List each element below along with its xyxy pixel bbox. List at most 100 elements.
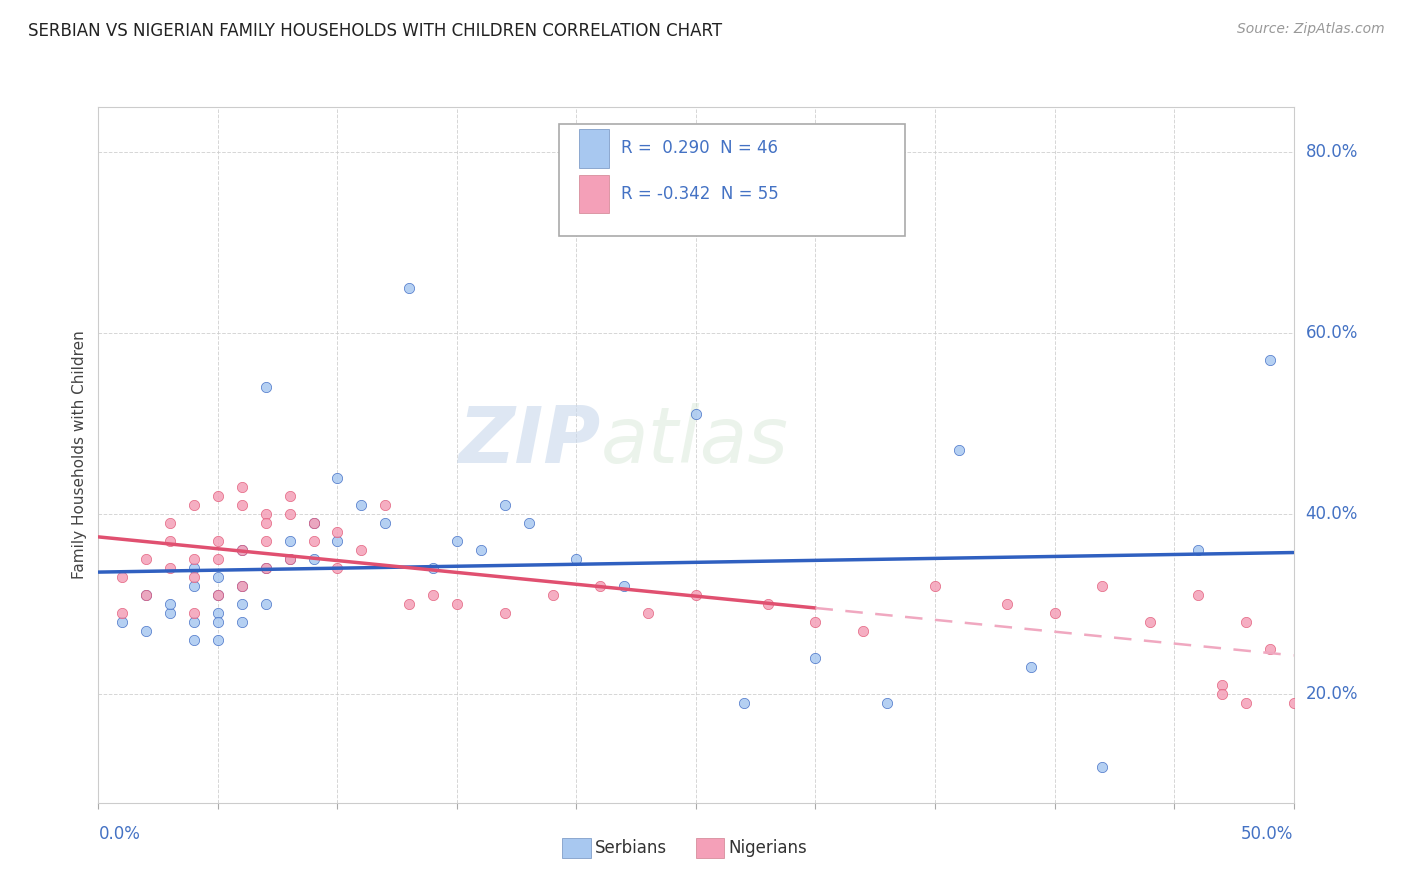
Point	[613, 579, 636, 593]
Point	[183, 615, 205, 629]
Point	[278, 533, 301, 548]
Point	[183, 498, 205, 512]
Point	[231, 542, 253, 557]
Text: SERBIAN VS NIGERIAN FAMILY HOUSEHOLDS WITH CHILDREN CORRELATION CHART: SERBIAN VS NIGERIAN FAMILY HOUSEHOLDS WI…	[28, 22, 723, 40]
Point	[183, 633, 205, 648]
Point	[1211, 678, 1233, 692]
Text: 20.0%: 20.0%	[1305, 685, 1358, 704]
Point	[374, 516, 396, 530]
Point	[350, 498, 373, 512]
Point	[231, 579, 253, 593]
Point	[159, 561, 181, 575]
Point	[278, 551, 301, 566]
Point	[207, 551, 229, 566]
Point	[470, 542, 492, 557]
Point	[135, 588, 157, 602]
Point	[231, 597, 253, 611]
Point	[804, 651, 827, 665]
Point	[183, 561, 205, 575]
Point	[231, 579, 253, 593]
Point	[254, 516, 277, 530]
Point	[1211, 687, 1233, 701]
Point	[135, 588, 157, 602]
Point	[1139, 615, 1161, 629]
Point	[1234, 697, 1257, 711]
Point	[326, 533, 349, 548]
Point	[254, 597, 277, 611]
Point	[1187, 542, 1209, 557]
Y-axis label: Family Households with Children: Family Households with Children	[72, 331, 87, 579]
Point	[254, 561, 277, 575]
Point	[685, 588, 707, 602]
Text: Serbians: Serbians	[595, 839, 666, 857]
Point	[278, 507, 301, 521]
Point	[876, 697, 898, 711]
Point	[159, 597, 181, 611]
Point	[494, 606, 516, 620]
Point	[1091, 579, 1114, 593]
Point	[183, 606, 205, 620]
Point	[1282, 697, 1305, 711]
Point	[422, 588, 444, 602]
Point	[1234, 615, 1257, 629]
Point	[350, 542, 373, 557]
Point	[183, 570, 205, 584]
Point	[446, 597, 468, 611]
Point	[135, 624, 157, 639]
Point	[183, 551, 205, 566]
Text: 0.0%: 0.0%	[98, 825, 141, 843]
Point	[207, 570, 229, 584]
Point	[326, 470, 349, 484]
Point	[302, 516, 325, 530]
Point	[207, 615, 229, 629]
Point	[756, 597, 779, 611]
Point	[398, 281, 420, 295]
Text: Nigerians: Nigerians	[728, 839, 807, 857]
Point	[207, 533, 229, 548]
Point	[494, 498, 516, 512]
Text: Source: ZipAtlas.com: Source: ZipAtlas.com	[1237, 22, 1385, 37]
Point	[1258, 353, 1281, 368]
FancyBboxPatch shape	[579, 129, 609, 168]
Point	[422, 561, 444, 575]
Point	[326, 524, 349, 539]
Point	[111, 570, 134, 584]
Point	[1187, 588, 1209, 602]
Point	[111, 615, 134, 629]
Point	[159, 516, 181, 530]
Point	[995, 597, 1018, 611]
Point	[111, 606, 134, 620]
FancyBboxPatch shape	[579, 175, 609, 213]
Point	[231, 542, 253, 557]
Point	[948, 443, 970, 458]
Text: 60.0%: 60.0%	[1305, 324, 1358, 342]
Point	[398, 597, 420, 611]
Point	[254, 533, 277, 548]
Point	[254, 507, 277, 521]
Point	[637, 606, 659, 620]
Point	[254, 561, 277, 575]
Point	[589, 579, 612, 593]
Point	[231, 479, 253, 493]
FancyBboxPatch shape	[558, 124, 905, 235]
Point	[207, 606, 229, 620]
Point	[517, 516, 540, 530]
Text: 40.0%: 40.0%	[1305, 505, 1358, 523]
Point	[374, 498, 396, 512]
Point	[231, 615, 253, 629]
Point	[1019, 660, 1042, 674]
Point	[541, 588, 564, 602]
Point	[207, 588, 229, 602]
Point	[302, 533, 325, 548]
Text: atlas: atlas	[600, 403, 789, 479]
Point	[135, 551, 157, 566]
Point	[852, 624, 875, 639]
Point	[207, 489, 229, 503]
Text: ZIP: ZIP	[458, 403, 600, 479]
Text: R =  0.290  N = 46: R = 0.290 N = 46	[620, 139, 778, 157]
Point	[804, 615, 827, 629]
Point	[326, 561, 349, 575]
Text: 80.0%: 80.0%	[1305, 144, 1358, 161]
Point	[231, 498, 253, 512]
Point	[302, 516, 325, 530]
